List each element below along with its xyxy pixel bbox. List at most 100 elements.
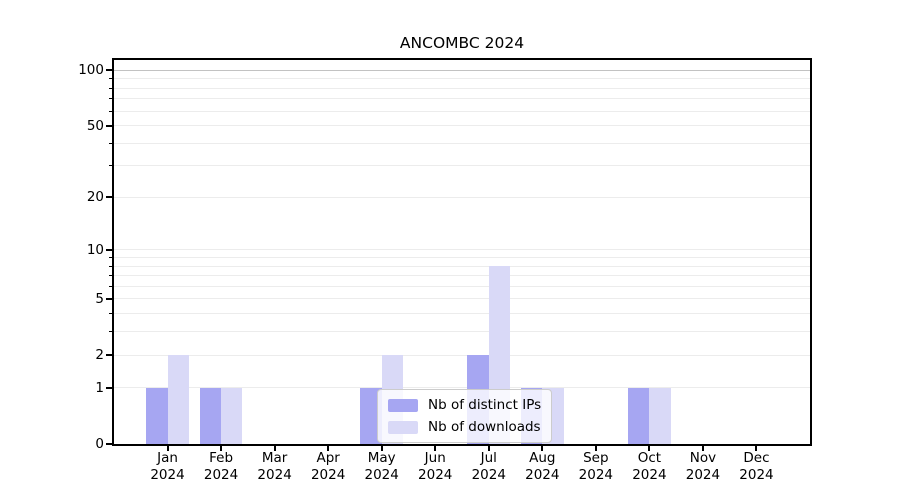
legend-swatch-distinct-ips bbox=[388, 398, 418, 412]
x-label-year: 2024 bbox=[418, 467, 453, 483]
y-axis-label-1: 1 bbox=[95, 379, 104, 396]
x-axis-label-mar: Mar 2024 bbox=[233, 450, 317, 484]
gridline-60 bbox=[114, 110, 810, 112]
gridline-20 bbox=[114, 196, 810, 198]
gridline-5 bbox=[114, 298, 810, 300]
chart-title: ANCOMBC 2024 bbox=[399, 34, 525, 52]
gridline-70 bbox=[114, 98, 810, 100]
x-axis-label-oct: Oct 2024 bbox=[607, 450, 691, 484]
x-label-month: Feb bbox=[209, 450, 234, 466]
y-minor-tick-30 bbox=[108, 165, 112, 167]
gridline-40 bbox=[114, 142, 810, 144]
x-label-year: 2024 bbox=[257, 467, 292, 483]
y-tick-2 bbox=[106, 354, 112, 356]
legend-item-downloads: Nb of downloads bbox=[388, 417, 541, 437]
x-axis-label-aug: Aug 2024 bbox=[500, 450, 584, 484]
bar-distinct-ips-oct bbox=[627, 387, 650, 444]
y-tick-10 bbox=[106, 248, 112, 251]
bar-downloads-feb bbox=[221, 387, 243, 444]
x-label-month: Nov bbox=[689, 450, 717, 466]
x-label-year: 2024 bbox=[739, 467, 774, 483]
y-tick-1 bbox=[106, 386, 112, 389]
x-tick-jul bbox=[487, 446, 490, 451]
y-minor-tick-9 bbox=[108, 256, 112, 258]
y-tick-5 bbox=[106, 297, 112, 300]
x-label-year: 2024 bbox=[150, 467, 185, 483]
x-label-year: 2024 bbox=[364, 467, 399, 483]
plot-canvas bbox=[114, 60, 810, 444]
legend-label-downloads: Nb of downloads bbox=[428, 419, 541, 435]
y-tick-20 bbox=[106, 196, 112, 199]
legend-label-distinct-ips: Nb of distinct IPs bbox=[428, 397, 542, 413]
y-minor-tick-3 bbox=[108, 331, 112, 333]
x-axis-label-jun: Jun 2024 bbox=[393, 450, 477, 484]
x-label-year: 2024 bbox=[632, 467, 667, 483]
y-tick-0 bbox=[106, 443, 112, 445]
x-label-month: Dec bbox=[743, 450, 770, 466]
x-tick-dec bbox=[755, 446, 758, 451]
x-axis-label-sep: Sep 2024 bbox=[554, 450, 638, 484]
plot-area bbox=[112, 58, 812, 446]
gridline-30 bbox=[114, 165, 810, 167]
x-label-month: Jan bbox=[157, 450, 178, 466]
x-label-year: 2024 bbox=[525, 467, 560, 483]
legend-swatch-downloads bbox=[388, 420, 418, 434]
x-axis-label-jan: Jan 2024 bbox=[126, 450, 210, 484]
x-axis-label-may: May 2024 bbox=[340, 450, 424, 484]
x-label-year: 2024 bbox=[310, 467, 346, 483]
x-label-year: 2024 bbox=[203, 467, 239, 483]
gridline-4 bbox=[114, 313, 810, 315]
x-label-year: 2024 bbox=[578, 467, 614, 483]
y-axis-label-5: 5 bbox=[95, 290, 104, 307]
y-axis-label-10: 10 bbox=[86, 241, 104, 258]
y-axis-label-20: 20 bbox=[86, 189, 104, 206]
bar-downloads-jan bbox=[167, 355, 189, 444]
x-tick-nov bbox=[701, 446, 704, 451]
gridline-50 bbox=[114, 125, 810, 127]
y-axis-label-2: 2 bbox=[95, 347, 104, 363]
gridline-6 bbox=[114, 285, 810, 287]
y-minor-tick-7 bbox=[108, 275, 112, 277]
x-label-month: Apr bbox=[316, 450, 340, 466]
gridline-7 bbox=[114, 275, 810, 277]
x-tick-feb bbox=[220, 446, 223, 451]
y-axis-label-100: 100 bbox=[78, 62, 104, 79]
gridline-9 bbox=[114, 256, 810, 258]
x-label-month: Oct bbox=[637, 450, 662, 466]
x-label-year: 2024 bbox=[471, 467, 506, 483]
x-label-month: Mar bbox=[261, 450, 288, 466]
bar-distinct-ips-feb bbox=[199, 387, 222, 444]
gridline-80 bbox=[114, 87, 810, 89]
legend-item-distinct-ips: Nb of distinct IPs bbox=[388, 395, 541, 415]
y-minor-tick-6 bbox=[108, 285, 112, 287]
x-tick-may bbox=[380, 446, 383, 451]
y-minor-tick-40 bbox=[108, 142, 112, 144]
x-axis-label-nov: Nov 2024 bbox=[661, 450, 745, 484]
gridline-2 bbox=[114, 354, 810, 356]
y-axis-label-0: 0 bbox=[95, 436, 104, 452]
x-label-month: May bbox=[367, 450, 396, 466]
x-tick-apr bbox=[327, 446, 330, 451]
legend: Nb of distinct IPs Nb of downloads bbox=[377, 389, 553, 443]
x-tick-mar bbox=[273, 446, 276, 451]
y-minor-tick-70 bbox=[108, 98, 112, 100]
gridline-3 bbox=[114, 331, 810, 333]
y-axis-label-50: 50 bbox=[86, 117, 104, 134]
y-tick-50 bbox=[106, 124, 112, 127]
gridline-1 bbox=[114, 387, 810, 389]
x-tick-jun bbox=[434, 446, 437, 451]
bar-distinct-ips-may bbox=[360, 387, 382, 444]
x-axis-label-dec: Dec 2024 bbox=[714, 450, 798, 484]
y-minor-tick-4 bbox=[108, 313, 112, 315]
x-axis-label-apr: Apr 2024 bbox=[286, 450, 370, 484]
x-label-month: Jun bbox=[424, 450, 446, 466]
x-tick-sep bbox=[594, 446, 597, 451]
x-label-month: Sep bbox=[583, 450, 609, 466]
x-label-month: Jul bbox=[480, 450, 497, 466]
x-label-month: Aug bbox=[529, 450, 556, 466]
bar-downloads-oct bbox=[649, 387, 671, 444]
y-minor-tick-60 bbox=[108, 110, 112, 112]
y-minor-tick-90 bbox=[108, 78, 112, 80]
x-tick-jan bbox=[166, 446, 169, 451]
y-tick-100 bbox=[106, 69, 112, 72]
